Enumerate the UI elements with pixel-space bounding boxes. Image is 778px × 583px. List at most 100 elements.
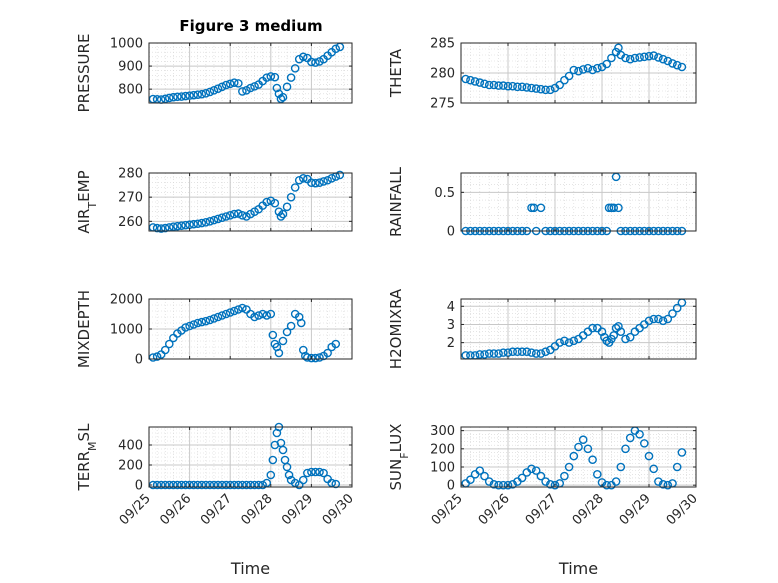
data-point [294,175,304,185]
data-point [225,79,235,89]
data-point [466,475,475,485]
data-point [658,54,668,64]
data-point [644,316,654,326]
data-point [213,214,223,224]
data-point [658,316,668,326]
data-point [205,217,215,226]
data-point [550,480,560,490]
data-point [209,480,219,490]
data-point [254,480,263,490]
data-point [663,480,673,490]
y-tick-label: 2 [447,336,455,351]
data-point [527,464,536,474]
data-point [602,336,612,346]
data-point [164,93,174,103]
data-point [169,480,178,490]
data-point [217,480,227,490]
data-point [323,175,332,185]
data-point [266,309,276,319]
data-point [494,480,503,490]
data-point [583,63,593,73]
axes-box [460,426,697,488]
data-point [564,462,574,472]
data-point [173,480,182,490]
y-tick-label: 800 [118,83,143,98]
x-tick-label: 09/26 [476,491,513,528]
axes-box [460,172,697,232]
y-tick-label: 200 [118,459,143,474]
data-point [254,311,263,320]
data-point [578,65,588,74]
data-point [193,480,203,490]
data-point [262,311,272,320]
data-point [197,89,207,99]
data-point [654,53,663,62]
x-axis-label: Time [558,559,598,578]
data-point [307,178,316,187]
y-axis-label: MIXDEPTH [75,290,93,368]
data-point [498,480,508,490]
data-point [331,44,341,54]
data-point [213,84,223,93]
data-point [503,480,513,490]
data-point [677,62,687,72]
data-point [181,323,190,332]
data-point [173,92,182,102]
y-axis-label: THETA [387,48,405,98]
data-point [169,222,178,231]
data-point [298,174,308,183]
data-point [238,480,247,490]
data-point [475,78,485,87]
data-point [531,84,541,93]
data-point [278,209,288,219]
data-point [221,80,231,90]
data-point [644,451,654,461]
data-point [156,480,166,490]
data-point [609,331,619,340]
y-tick-label: 0 [447,479,455,494]
y-tick-label: 300 [430,424,455,439]
data-point [319,468,328,478]
data-point [569,65,579,75]
data-point [315,353,324,362]
x-axis-label: Time [230,559,270,578]
data-point [640,52,649,62]
data-point [164,480,174,490]
data-point [258,309,267,319]
data-point [213,312,223,322]
data-point [181,91,190,101]
data-point [209,215,219,225]
data-point [621,53,630,63]
data-point [560,75,569,85]
data-point [234,480,243,490]
data-point [475,350,485,359]
data-point [635,429,644,439]
data-point [527,83,536,93]
data-point [268,330,278,340]
y-tick-label: 3 [447,318,455,333]
y-axis-label: AIRTEMP [75,170,99,233]
data-point [597,327,607,337]
data-point [588,323,597,333]
data-point [189,320,198,329]
data-point [583,444,593,454]
x-tick-label: 09/29 [617,491,654,528]
data-point [672,462,682,472]
data-point [197,480,207,490]
data-point [649,51,659,60]
data-point [152,223,162,233]
data-point [272,83,282,93]
data-point [588,65,597,75]
data-point [152,352,162,361]
data-point [278,445,288,455]
data-point [217,213,227,223]
y-tick-label: 0.5 [434,186,455,201]
y-tick-label: 100 [430,461,455,476]
data-point [177,92,186,101]
y-tick-label: 270 [118,191,143,206]
data-point [649,464,659,474]
data-point [508,81,518,91]
data-point [282,82,292,92]
y-axis-label: TERRMSL [75,423,99,492]
